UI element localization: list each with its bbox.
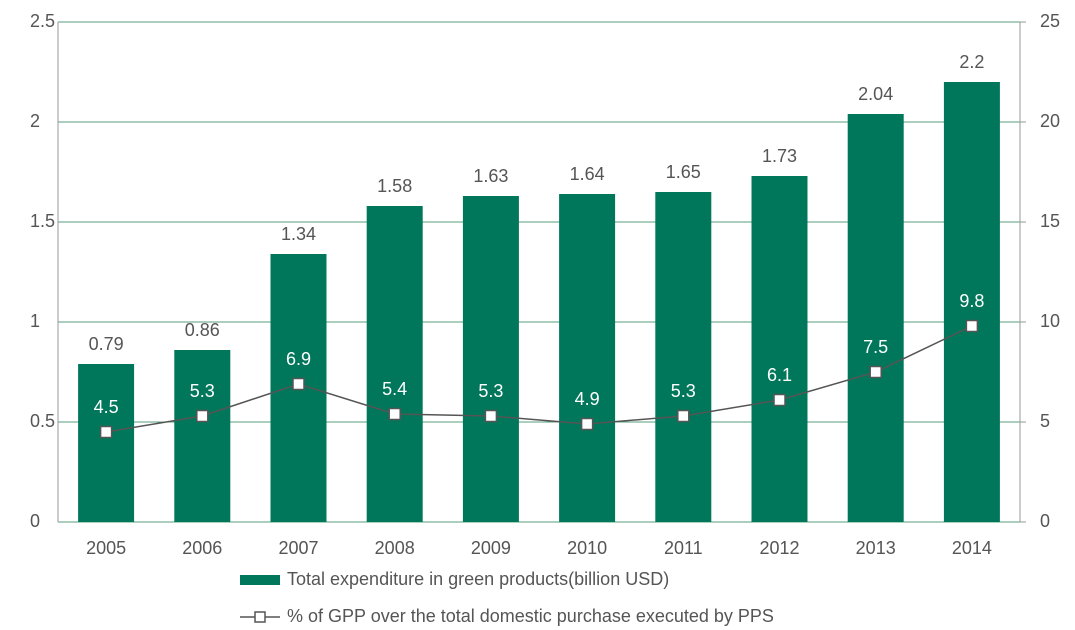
line-value-label: 5.3	[671, 381, 696, 401]
y-tick-label: 0	[30, 511, 40, 531]
bar-value-label: 0.86	[185, 320, 220, 340]
bar-value-label: 1.58	[377, 176, 412, 196]
y2-tick-label: 5	[1040, 411, 1050, 431]
line-marker	[869, 365, 882, 379]
y-tick-label: 2.5	[30, 11, 55, 31]
x-tick-label: 2014	[952, 538, 992, 558]
bar	[366, 206, 423, 522]
line-marker	[388, 407, 401, 421]
line-value-label: 6.9	[286, 349, 311, 369]
bar	[174, 350, 231, 522]
line-marker	[484, 409, 498, 423]
y-tick-label: 1.5	[30, 211, 55, 231]
y2-tick-label: 20	[1040, 111, 1060, 131]
line-value-label: 4.5	[94, 397, 119, 417]
x-tick-label: 2009	[471, 538, 511, 558]
bar	[78, 364, 135, 522]
x-tick-label: 2011	[664, 538, 703, 558]
line-marker	[99, 425, 113, 439]
line-value-label: 9.8	[959, 291, 984, 311]
bar	[655, 192, 712, 522]
x-tick-label: 2006	[182, 538, 222, 558]
bar-value-label: 1.73	[762, 146, 797, 166]
y2-tick-label: 10	[1040, 311, 1060, 331]
bar-value-label: 1.63	[473, 166, 508, 186]
x-tick-label: 2005	[86, 538, 126, 558]
line-marker	[965, 319, 979, 333]
y2-tick-label: 25	[1040, 11, 1060, 31]
line-value-label: 5.3	[190, 381, 215, 401]
bar	[943, 82, 1000, 522]
line-marker	[773, 393, 786, 407]
line-value-label: 5.4	[382, 379, 407, 399]
y-tick-label: 1	[30, 311, 40, 331]
bar	[559, 194, 616, 522]
bar	[847, 114, 904, 522]
bar-value-label: 1.64	[570, 164, 605, 184]
y-tick-label: 0.5	[30, 411, 55, 431]
bar-value-label: 0.79	[89, 334, 124, 354]
y2-tick-label: 15	[1040, 211, 1060, 231]
bar-value-label: 2.04	[858, 84, 893, 104]
bar-value-label: 1.34	[281, 224, 316, 244]
x-tick-label: 2008	[375, 538, 415, 558]
y-tick-label: 2	[30, 111, 40, 131]
bar-value-label: 1.65	[666, 162, 701, 182]
line-value-label: 7.5	[863, 337, 888, 357]
line-value-label: 4.9	[575, 389, 600, 409]
line-marker	[292, 377, 305, 391]
bar	[751, 176, 808, 522]
legend-label: Total expenditure in green products(bill…	[287, 569, 669, 589]
line-marker	[677, 409, 690, 423]
x-tick-label: 2010	[567, 538, 607, 558]
bar	[462, 196, 519, 522]
legend-marker	[254, 611, 266, 623]
legend-swatch	[240, 575, 280, 585]
legend-label: % of GPP over the total domestic purchas…	[287, 606, 774, 626]
bar-value-label: 2.2	[959, 52, 984, 72]
y2-tick-label: 0	[1040, 511, 1050, 531]
line-value-label: 6.1	[767, 365, 792, 385]
line-value-label: 5.3	[478, 381, 503, 401]
x-tick-label: 2012	[759, 538, 799, 558]
line-marker	[580, 417, 594, 431]
line	[105, 325, 973, 433]
x-tick-label: 2007	[278, 538, 318, 558]
x-tick-label: 2013	[856, 538, 896, 558]
line-marker	[196, 409, 209, 423]
